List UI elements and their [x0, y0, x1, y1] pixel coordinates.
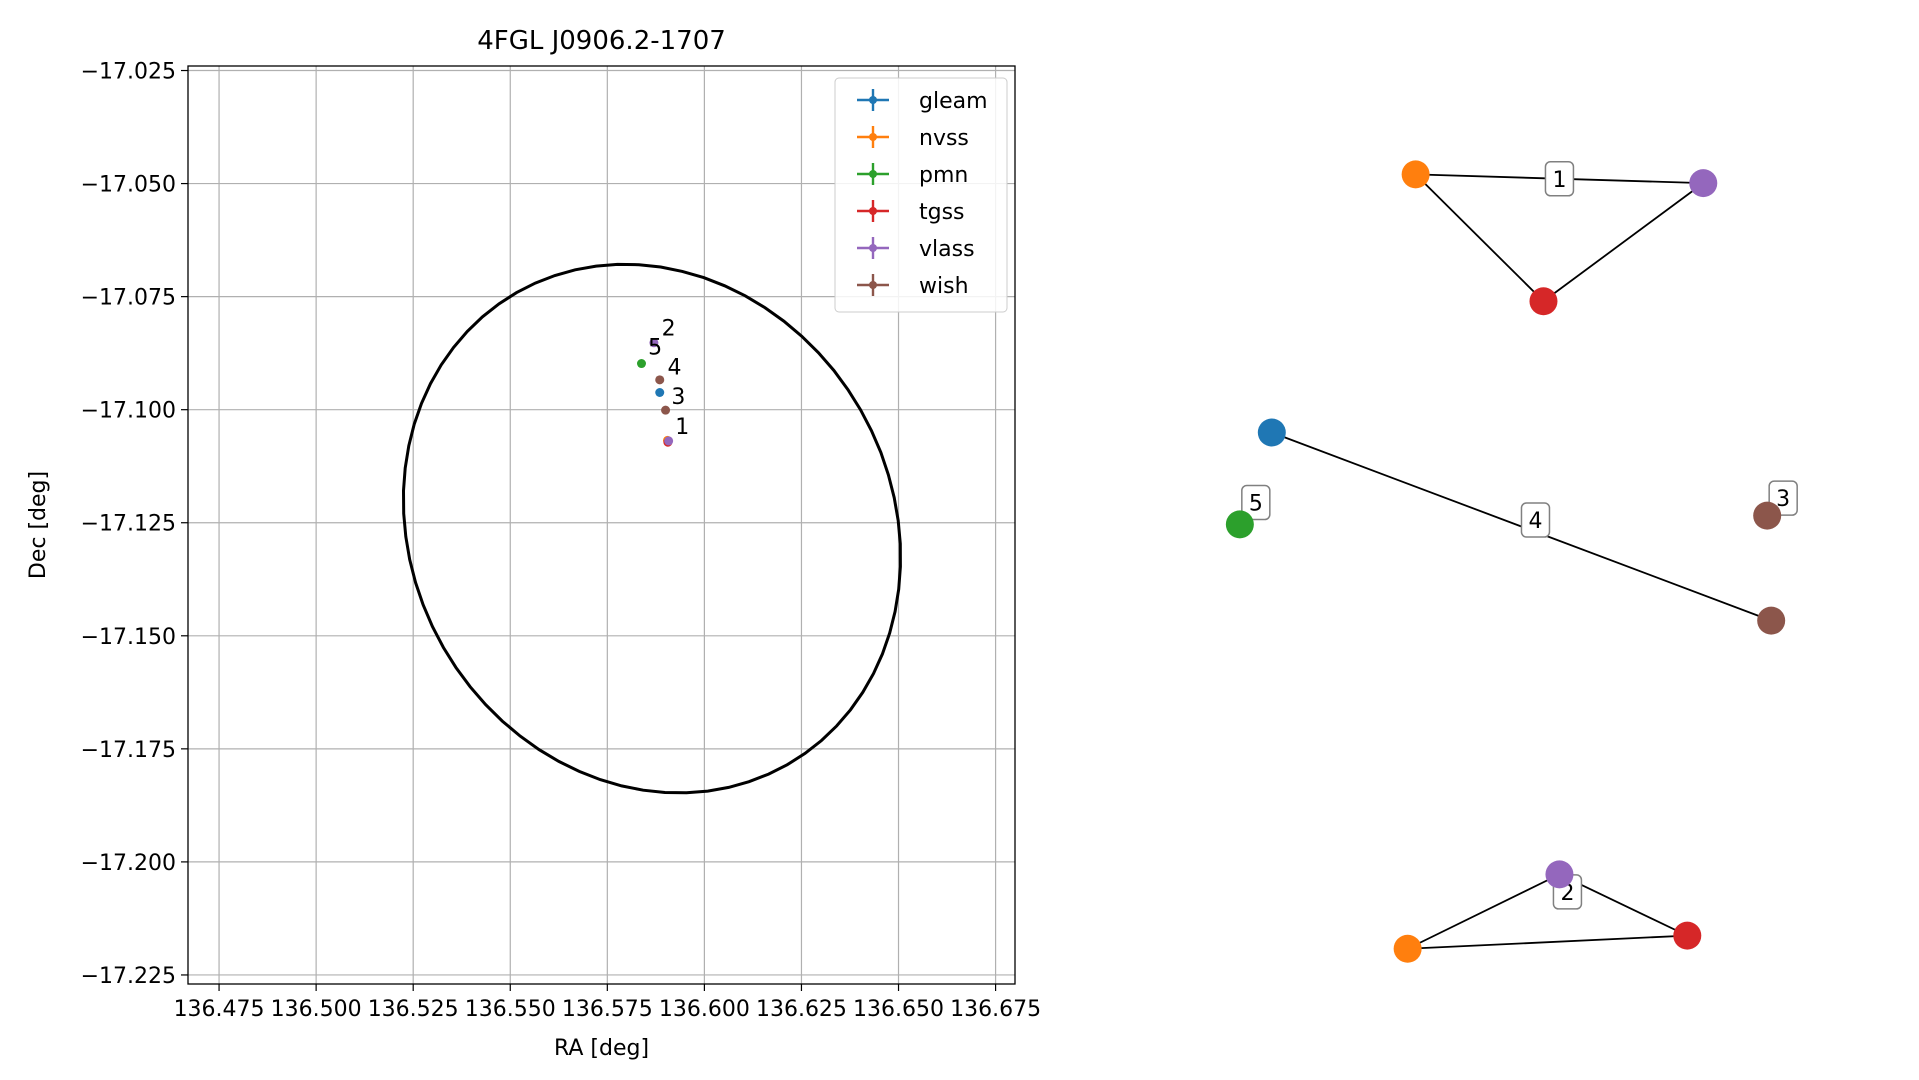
graph-edge	[1414, 173, 1545, 302]
data-point-vlass	[649, 338, 659, 348]
data-point-wish	[655, 375, 665, 385]
point-annotation: 4	[668, 356, 682, 381]
localization-ellipse-layer	[401, 262, 902, 795]
x-axis-ticks: 136.475 136.500 136.525 136.550 136.575 136.6…	[174, 984, 1041, 1022]
y-tick-label: −17.125	[81, 512, 176, 537]
grid-lines	[188, 66, 1015, 984]
graph-node	[1673, 921, 1702, 950]
graph-edge	[1407, 934, 1688, 950]
legend-label-nvss: nvss	[919, 126, 969, 151]
legend-marker-nvss	[869, 133, 877, 141]
y-tick-label: −17.150	[81, 625, 176, 650]
source-points-layer	[636, 338, 674, 447]
y-tick-label: −17.200	[81, 851, 176, 876]
graph-node	[1753, 501, 1782, 530]
data-point-wish	[661, 405, 671, 415]
graph-nodes	[1225, 160, 1786, 963]
group-label-box	[1544, 161, 1575, 197]
data-point-pmn	[636, 359, 646, 369]
sky-position-plot: 1 2 3 45 136.475 136.500 136.525 136.550 136.57…	[26, 26, 1041, 1061]
point-annotation: 5	[648, 335, 662, 360]
graph-node	[1529, 287, 1558, 316]
point-annotation: 3	[671, 385, 685, 410]
localization-ellipse	[401, 262, 902, 795]
x-tick-label: 136.525	[368, 997, 459, 1022]
y-axis-label: Dec [deg]	[26, 471, 51, 579]
legend-marker-tgss	[869, 207, 877, 215]
legend-marker-pmn	[869, 170, 877, 178]
point-annotation: 1	[675, 415, 689, 440]
legend-marker-gleam	[869, 96, 877, 104]
graph-node	[1393, 934, 1422, 963]
x-tick-label: 136.650	[853, 997, 944, 1022]
y-tick-label: −17.050	[81, 173, 176, 198]
plot-frame	[187, 65, 1016, 985]
graph-node	[1225, 510, 1254, 539]
group-label-box	[1520, 502, 1551, 538]
x-tick-label: 136.475	[174, 997, 265, 1022]
graph-edges	[1271, 173, 1772, 950]
x-tick-label: 136.500	[271, 997, 362, 1022]
legend-marker-vlass	[869, 244, 877, 252]
point-annotations: 1 2 3 45	[648, 316, 689, 440]
point-annotation: 2	[662, 316, 676, 341]
graph-edge	[1407, 873, 1560, 950]
y-tick-label: −17.175	[81, 738, 176, 763]
x-axis-label: RA [deg]	[554, 1036, 649, 1061]
y-axis-ticks: −17.025 −17.050 −17.075 −17.100 −17.125 −17.1…	[81, 60, 188, 989]
group-label: 5	[1249, 492, 1263, 517]
group-label-box	[1241, 484, 1271, 521]
legend-label-pmn: pmn	[919, 163, 968, 188]
group-label: 4	[1528, 509, 1542, 534]
graph-node	[1689, 169, 1718, 198]
chart-title: 4FGL J0906.2-1707	[477, 26, 726, 56]
data-point-gleam	[655, 388, 665, 398]
data-point-vlass	[664, 436, 674, 446]
y-tick-label: −17.225	[81, 964, 176, 989]
graph-node	[1401, 160, 1430, 189]
graph-edge	[1542, 182, 1704, 302]
legend-label-wish: wish	[919, 274, 969, 299]
legend-label-tgss: tgss	[919, 200, 965, 225]
x-tick-label: 136.600	[659, 997, 750, 1022]
x-tick-label: 136.550	[465, 997, 556, 1022]
x-tick-label: 136.675	[950, 997, 1041, 1022]
legend: gleam nvss pmn tgss vlass wish	[834, 77, 1008, 313]
x-tick-label: 136.625	[756, 997, 847, 1022]
y-tick-label: −17.075	[81, 286, 176, 311]
legend-label-vlass: vlass	[919, 237, 975, 262]
graph-node	[1257, 418, 1286, 447]
group-label: 3	[1776, 487, 1790, 512]
x-tick-label: 136.575	[562, 997, 653, 1022]
legend-marker-wish	[869, 281, 877, 289]
y-tick-label: −17.100	[81, 399, 176, 424]
group-label: 1	[1552, 168, 1566, 193]
y-tick-label: −17.025	[81, 60, 176, 85]
graph-node	[1545, 860, 1574, 889]
legend-label-gleam: gleam	[919, 89, 988, 114]
graph-node	[1757, 606, 1786, 635]
